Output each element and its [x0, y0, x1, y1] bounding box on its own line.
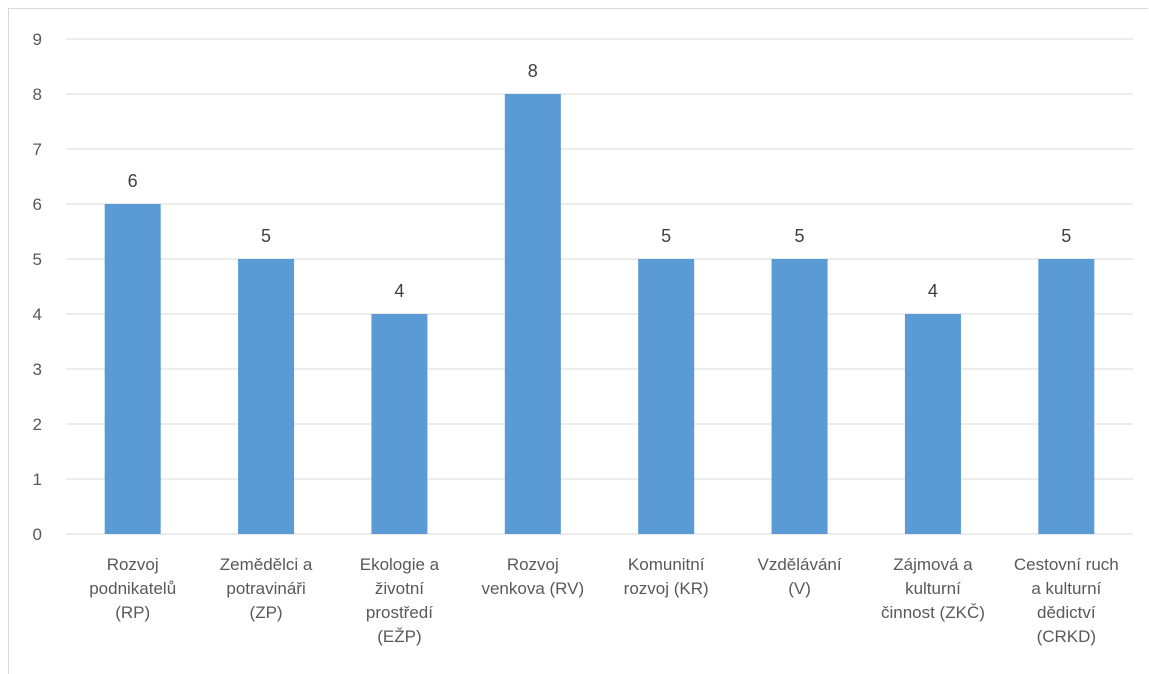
x-category-label-line: (ZP)	[250, 603, 283, 622]
y-tick-label: 2	[33, 415, 42, 434]
x-category-label-line: Zájmová a	[893, 555, 973, 574]
x-category-label: Rozvoj venkova (RV)	[481, 555, 584, 598]
bar	[904, 314, 961, 534]
y-tick-label: 4	[33, 305, 42, 324]
bar-data-label: 5	[661, 226, 671, 246]
y-tick-label: 8	[33, 85, 42, 104]
bar	[1038, 259, 1095, 534]
bar	[771, 259, 828, 534]
x-axis-category-labels: Rozvoj podnikatelů (RP) Zemědělci a potravin…	[89, 555, 1119, 646]
bar	[371, 314, 428, 534]
bar-data-label: 5	[261, 226, 271, 246]
x-category-label-line: životní	[375, 579, 424, 598]
gridlines	[66, 38, 1133, 535]
x-category-label-line: potravináři	[226, 579, 305, 598]
y-tick-label: 7	[33, 140, 42, 159]
x-category-label-line: Rozvoj	[507, 555, 559, 574]
y-tick-label: 3	[33, 360, 42, 379]
bar	[238, 259, 295, 534]
y-tick-label: 9	[33, 30, 42, 49]
x-category-label-line: činnost (ZKČ)	[881, 603, 985, 622]
x-category-label-line: Zemědělci a	[220, 555, 313, 574]
x-category-label-line: (V)	[788, 579, 811, 598]
bar	[104, 204, 161, 534]
y-tick-label: 6	[33, 195, 42, 214]
y-tick-label: 5	[33, 250, 42, 269]
bar-data-label: 6	[128, 171, 138, 191]
bars	[104, 94, 1095, 534]
x-category-label-line: (CRKD)	[1037, 627, 1097, 646]
bar-data-label: 5	[1061, 226, 1071, 246]
chart-frame	[8, 8, 1148, 674]
bar-data-label: 4	[394, 281, 404, 301]
x-category-label-line: rozvoj (KR)	[624, 579, 709, 598]
x-category-label: Zájmová a kulturní činnost (ZKČ)	[881, 555, 985, 622]
x-category-label-line: (RP)	[115, 603, 150, 622]
x-category-label-line: Ekologie a	[360, 555, 440, 574]
x-category-label: Ekologie a životní prostředí (EŽP)	[360, 555, 440, 646]
x-category-label-line: (EŽP)	[377, 627, 421, 646]
x-category-label-line: kulturní	[905, 579, 961, 598]
y-axis-tick-labels: 0 1 2 3 4 5 6 7 8 9	[33, 30, 42, 544]
x-category-label-line: Komunitní	[628, 555, 705, 574]
x-category-label-line: podnikatelů	[89, 579, 176, 598]
x-category-label-line: Vzdělávání	[758, 555, 842, 574]
x-category-label-line: Cestovní ruch	[1014, 555, 1119, 574]
x-category-label-line: dědictví	[1037, 603, 1096, 622]
x-category-label: Vzdělávání (V)	[758, 555, 842, 598]
bar-data-label: 5	[795, 226, 805, 246]
bar-data-label: 4	[928, 281, 938, 301]
x-category-label-line: prostředí	[366, 603, 433, 622]
x-category-label-line: a kulturní	[1031, 579, 1101, 598]
y-tick-label: 1	[33, 470, 42, 489]
bar	[638, 259, 695, 534]
x-category-label-line: Rozvoj	[107, 555, 159, 574]
bar-data-label: 8	[528, 61, 538, 81]
data-labels: 6 5 4 8 5 5 4 5	[128, 61, 1072, 301]
y-tick-label: 0	[33, 525, 42, 544]
x-category-label: Zemědělci a potravináři (ZP)	[220, 555, 313, 622]
bar	[504, 94, 561, 534]
x-category-label: Cestovní ruch a kulturní dědictví (CRKD)	[1014, 555, 1119, 646]
x-category-label: Rozvoj podnikatelů (RP)	[89, 555, 176, 622]
x-category-label: Komunitní rozvoj (KR)	[624, 555, 709, 598]
x-category-label-line: venkova (RV)	[481, 579, 584, 598]
